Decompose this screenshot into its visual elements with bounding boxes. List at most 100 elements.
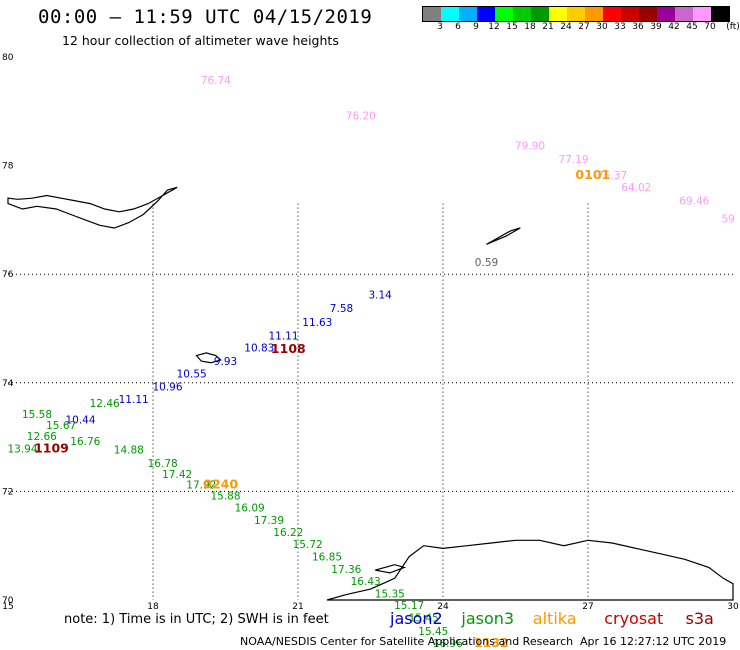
wave-height-label: 16.09 bbox=[235, 502, 265, 514]
wave-height-label: 79.90 bbox=[515, 140, 545, 152]
wave-height-label: 76.74 bbox=[201, 75, 231, 87]
color-swatch bbox=[657, 7, 675, 21]
wave-height-label: 76.20 bbox=[346, 110, 376, 122]
color-legend-label: 3 bbox=[437, 22, 443, 32]
wave-height-label: 15.45 bbox=[409, 613, 439, 625]
color-legend bbox=[422, 6, 730, 22]
wave-height-label: 69.46 bbox=[679, 196, 709, 208]
lon-tick-label: 24 bbox=[437, 602, 449, 612]
color-swatch bbox=[549, 7, 567, 21]
wave-height-label: 10.55 bbox=[177, 368, 207, 380]
map-title: 00:00 – 11:59 UTC 04/15/2019 bbox=[38, 6, 373, 28]
color-legend-label: 27 bbox=[578, 22, 590, 32]
color-legend-label: 33 bbox=[614, 22, 626, 32]
lat-tick-label: 78 bbox=[2, 162, 14, 172]
wave-height-label: 11.63 bbox=[302, 317, 332, 329]
color-swatch bbox=[585, 7, 603, 21]
color-legend-label: 45 bbox=[686, 22, 698, 32]
wave-height-label: 76.37 bbox=[597, 170, 627, 182]
wave-height-label: 16.43 bbox=[351, 576, 381, 588]
wave-height-label: 3.14 bbox=[368, 290, 392, 302]
wave-height-label: 15.35 bbox=[375, 588, 405, 600]
color-swatch bbox=[567, 7, 585, 21]
wave-height-label: 10.44 bbox=[65, 415, 95, 427]
lon-tick-label: 30 bbox=[727, 602, 739, 612]
color-legend-labels: 3 6 9 12 15 18 21 24 27 30 33 36 39 42 45 70 bbox=[422, 22, 728, 34]
wave-height-label: 17.42 bbox=[162, 469, 192, 481]
land-norway bbox=[326, 539, 734, 601]
wave-height-label: 11.11 bbox=[268, 330, 298, 342]
wave-height-label: 15.58 bbox=[22, 409, 52, 421]
pass-time-label: 1132 bbox=[474, 635, 509, 650]
color-legend-label: 24 bbox=[560, 22, 572, 32]
color-legend-label: 70 bbox=[704, 22, 716, 32]
color-swatch bbox=[693, 7, 711, 21]
lon-tick-label: 27 bbox=[582, 602, 593, 612]
wave-height-label: 17.36 bbox=[331, 564, 361, 576]
color-swatch bbox=[531, 7, 549, 21]
wave-height-label: 12.46 bbox=[90, 398, 120, 410]
wave-height-label: 17.39 bbox=[254, 515, 284, 527]
lat-tick-label: 74 bbox=[2, 379, 14, 389]
wave-height-label: 15.67 bbox=[46, 420, 76, 432]
color-swatch bbox=[441, 7, 459, 21]
wave-height-label: 10.83 bbox=[244, 342, 274, 354]
wave-height-label: 10.96 bbox=[152, 381, 182, 393]
color-legend-label: 9 bbox=[473, 22, 479, 32]
wave-height-label: 16.85 bbox=[312, 551, 342, 563]
color-swatch bbox=[477, 7, 495, 21]
satellite-legend-jason2: jason2 bbox=[390, 609, 443, 628]
lon-tick-label: 18 bbox=[147, 602, 159, 612]
wave-height-label: 0.59 bbox=[475, 257, 498, 269]
wave-height-label: 14.88 bbox=[114, 444, 144, 456]
satellite-legend-s3a: s3a bbox=[685, 609, 714, 628]
pass-time-label: 1109 bbox=[34, 440, 69, 455]
lon-tick-label: 15 bbox=[2, 602, 13, 612]
wave-height-label: 11.11 bbox=[119, 394, 149, 406]
satellite-legend-jason3: jason3 bbox=[461, 609, 515, 628]
color-swatch bbox=[423, 7, 441, 21]
lat-tick-label: 70 bbox=[2, 596, 14, 606]
color-swatch bbox=[603, 7, 621, 21]
pass-time-label: 1108 bbox=[271, 341, 306, 356]
lon-tick-label: 21 bbox=[292, 602, 303, 612]
pass-time-label: 0101 bbox=[575, 167, 610, 182]
color-legend-label: 36 bbox=[632, 22, 644, 32]
wave-height-label: 15.88 bbox=[210, 491, 240, 503]
wave-height-label: 9.93 bbox=[214, 356, 237, 368]
color-legend-label: 21 bbox=[542, 22, 554, 32]
wave-height-label: 12.66 bbox=[27, 431, 57, 443]
color-swatch bbox=[513, 7, 531, 21]
wave-height-label: 13.94 bbox=[7, 443, 37, 455]
footer-credit: NOAA/NESDIS Center for Satellite Applica… bbox=[240, 635, 574, 648]
wave-height-label: 15.45 bbox=[418, 626, 448, 638]
wave-height-label: 16.96 bbox=[433, 638, 463, 650]
land-soroya bbox=[375, 564, 407, 574]
color-legend-unit: (ft) bbox=[726, 22, 740, 32]
color-swatch bbox=[675, 7, 693, 21]
wave-height-label: 64.02 bbox=[621, 182, 651, 194]
color-swatch bbox=[459, 7, 477, 21]
color-legend-label: 15 bbox=[506, 22, 518, 32]
color-legend-label: 39 bbox=[650, 22, 662, 32]
satellite-legend-altika: altika bbox=[532, 609, 577, 628]
color-swatch bbox=[711, 7, 729, 21]
lat-tick-label: 80 bbox=[2, 53, 14, 63]
land-bear-island bbox=[195, 352, 222, 364]
color-swatch bbox=[639, 7, 657, 21]
color-swatch bbox=[495, 7, 513, 21]
wave-height-label: 15.17 bbox=[394, 600, 424, 612]
wave-height-label: 59 bbox=[721, 214, 734, 226]
color-legend-label: 30 bbox=[596, 22, 608, 32]
color-legend-label: 12 bbox=[488, 22, 500, 32]
wave-height-label: 16.78 bbox=[148, 458, 178, 470]
footer-note: note: 1) Time is in UTC; 2) SWH is in fe… bbox=[64, 612, 329, 627]
land-svalbard bbox=[7, 186, 178, 229]
wave-height-label: 16.76 bbox=[70, 436, 100, 448]
color-legend-label: 6 bbox=[455, 22, 461, 32]
footer-timestamp: Apr 16 12:27:12 UTC 2019 bbox=[580, 635, 727, 648]
pass-time-label: 0240 bbox=[203, 477, 238, 492]
color-legend-label: 18 bbox=[524, 22, 536, 32]
wave-height-label: 7.58 bbox=[330, 303, 353, 315]
